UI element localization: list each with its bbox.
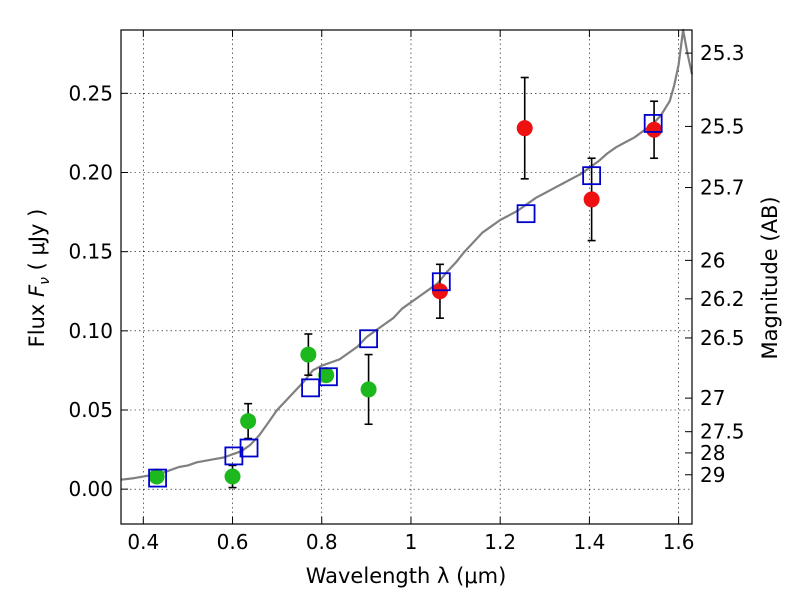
green-data-point xyxy=(360,381,377,398)
model-square-marker xyxy=(582,166,602,186)
green-data-point xyxy=(300,346,317,363)
red-data-point xyxy=(516,120,533,137)
y2-axis-label: Magnitude (AB) xyxy=(758,196,782,359)
y-tick-label: 0.15 xyxy=(68,240,113,264)
y-tick-label: 0.00 xyxy=(68,477,113,501)
grid-lines xyxy=(121,30,692,524)
red-data-point xyxy=(431,283,448,300)
spectrum-line xyxy=(120,28,694,481)
y-axis-label-prefix: Flux xyxy=(25,297,49,347)
plot-frame xyxy=(120,29,693,525)
model-square-marker xyxy=(319,367,338,387)
model-square-marker xyxy=(239,438,259,458)
green-data-point xyxy=(148,468,165,485)
red-data-point xyxy=(583,191,600,208)
x-tick-label: 1.4 xyxy=(573,530,605,554)
y2-tick-label: 26 xyxy=(700,248,725,272)
y-axis-label: Flux Fν ( μJy ) xyxy=(25,209,53,348)
x-tick-label: 1.6 xyxy=(663,530,695,554)
y2-tick-label: 27.5 xyxy=(700,420,745,444)
y2-tick-label: 25.7 xyxy=(700,176,745,200)
y-axis-ticks: 0.00 0.05 0.10 0.15 0.20 0.25 xyxy=(68,81,128,501)
y-axis-label-unit: ( μJy ) xyxy=(25,209,49,277)
model-square-marker xyxy=(516,204,536,224)
y2-tick-label: 26.5 xyxy=(700,326,745,350)
model-square-marker xyxy=(431,272,451,292)
marker-layer xyxy=(148,114,663,488)
y2-tick-label: 29 xyxy=(700,463,725,487)
spectrum-layer xyxy=(120,28,694,481)
y2-tick-label: 27 xyxy=(700,386,725,410)
y2-tick-label: 28 xyxy=(700,441,725,465)
model-square-marker xyxy=(301,378,320,398)
green-data-point xyxy=(318,367,335,384)
x-axis-ticks: 0.4 0.6 0.8 1 1.2 1.4 1.6 xyxy=(127,30,695,554)
model-square-marker xyxy=(643,114,663,133)
x-axis-label: Wavelength λ (μm) xyxy=(306,564,507,588)
model-square-marker xyxy=(359,329,378,349)
x-tick-label: 0.8 xyxy=(306,530,338,554)
red-data-point xyxy=(646,121,663,138)
y2-tick-label: 25.5 xyxy=(700,114,745,138)
y-axis-label-subscript: ν xyxy=(37,277,53,285)
x-tick-label: 0.6 xyxy=(217,530,249,554)
x-tick-label: 0.4 xyxy=(127,530,159,554)
model-square-marker xyxy=(148,468,167,488)
x-tick-label: 1 xyxy=(405,530,418,554)
green-data-point xyxy=(240,413,257,430)
y-tick-label: 0.25 xyxy=(68,81,113,105)
y-axis-label-symbol: F xyxy=(25,284,49,297)
y-tick-label: 0.10 xyxy=(68,319,113,343)
x-tick-label: 1.2 xyxy=(484,530,516,554)
y2-tick-label: 26.2 xyxy=(700,287,745,311)
y-tick-label: 0.20 xyxy=(68,161,113,185)
green-data-point xyxy=(224,468,241,485)
y-tick-label: 0.05 xyxy=(68,398,113,422)
y2-tick-label: 25.3 xyxy=(700,41,745,65)
